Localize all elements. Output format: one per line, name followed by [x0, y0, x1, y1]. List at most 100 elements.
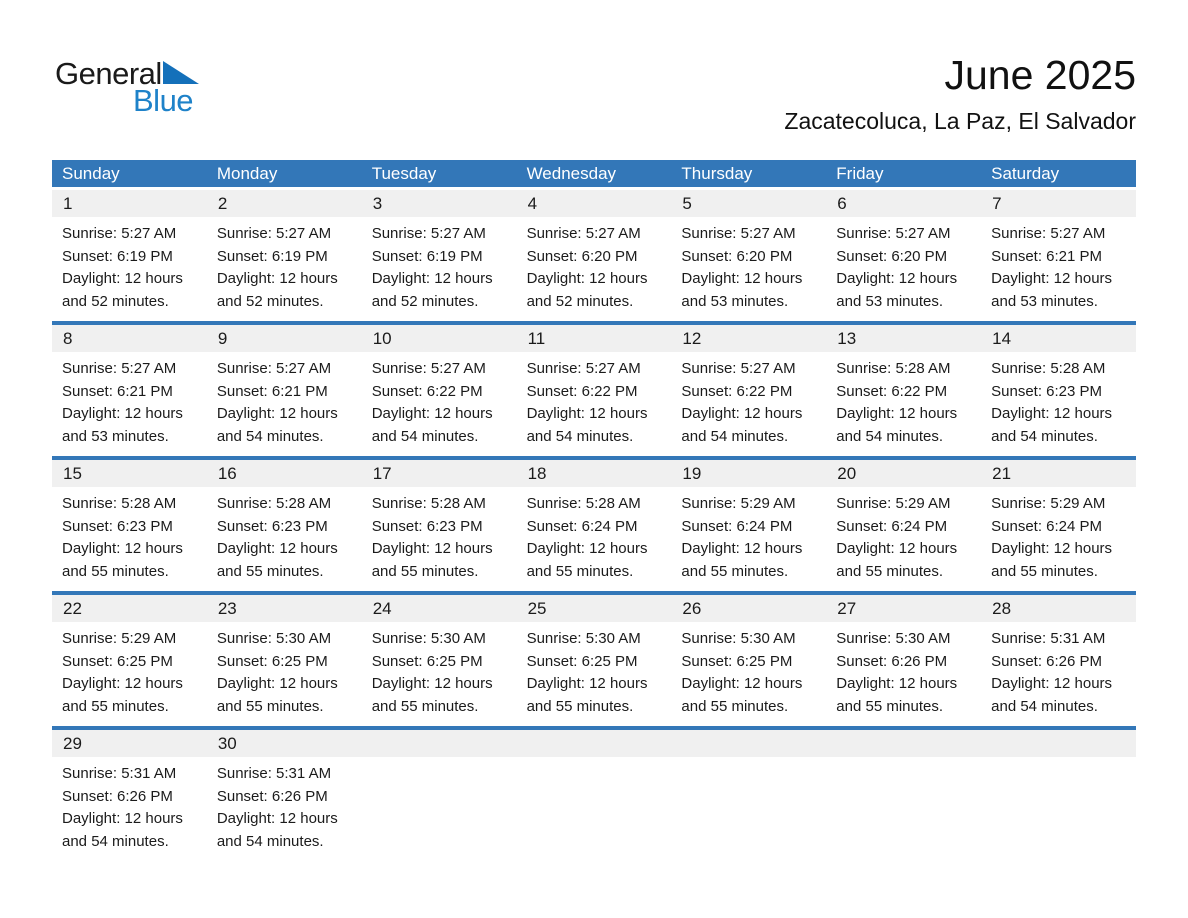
sunrise-text: Sunrise: 5:27 AM: [62, 225, 177, 242]
sunrise-text: Sunrise: 5:29 AM: [836, 495, 951, 512]
daylight-text: Daylight: 12 hours and 52 minutes.: [526, 270, 648, 310]
day-number: 21: [992, 463, 1012, 483]
day-details: Sunrise: 5:28 AM Sunset: 6:23 PM Daylight:…: [981, 352, 1136, 456]
logo-text-blue: Blue: [133, 83, 194, 118]
sunset-text: Sunset: 6:25 PM: [62, 652, 173, 670]
day-details: [981, 757, 1136, 861]
day-number-band: 4: [516, 190, 672, 217]
sunset-text: Sunset: 6:22 PM: [836, 382, 948, 400]
day-cell: 24 Sunrise: 5:30 AM Sunset: 6:25 PM Dayligh…: [361, 595, 517, 726]
daylight-text: Daylight: 12 hours and 55 minutes.: [526, 675, 648, 715]
sunrise-text: Sunrise: 5:27 AM: [216, 225, 332, 242]
daylight-text: Daylight: 12 hours and 54 minutes.: [216, 810, 338, 850]
day-number-band: 9: [206, 325, 362, 352]
sunrise-text: Sunrise: 5:31 AM: [991, 630, 1106, 647]
daylight-text: Daylight: 12 hours and 54 minutes.: [681, 405, 803, 445]
sunrise-text: Sunrise: 5:31 AM: [62, 765, 177, 782]
day-details: [517, 757, 672, 861]
day-number-band: [516, 730, 672, 757]
weekday-header-wednesday: Wednesday: [526, 163, 617, 183]
sunrise-text: Sunrise: 5:30 AM: [526, 630, 641, 647]
sunrise-text: Sunrise: 5:27 AM: [681, 360, 796, 377]
weekday-header-tuesday: Tuesday: [371, 163, 437, 183]
day-number-band: 11: [516, 325, 672, 352]
day-cell: 23 Sunrise: 5:30 AM Sunset: 6:25 PM Dayligh…: [206, 595, 362, 726]
day-cell: 8 Sunrise: 5:27 AM Sunset: 6:21 PM Daylight…: [52, 325, 207, 456]
sunset-text: Sunset: 6:26 PM: [991, 652, 1103, 670]
day-cell: 6 Sunrise: 5:27 AM Sunset: 6:20 PM Daylight…: [826, 190, 982, 321]
sunrise-text: Sunrise: 5:29 AM: [991, 495, 1106, 512]
daylight-text: Daylight: 12 hours and 55 minutes.: [371, 540, 493, 580]
day-number: 3: [372, 193, 383, 213]
weekday-header-thursday: Thursday: [681, 163, 753, 183]
day-cell: 2 Sunrise: 5:27 AM Sunset: 6:19 PM Daylight…: [206, 190, 362, 321]
week-row: 22 Sunrise: 5:29 AM Sunset: 6:25 PM Dayligh…: [52, 591, 1136, 726]
day-details: Sunrise: 5:29 AM Sunset: 6:25 PM Daylight:…: [52, 622, 207, 726]
day-cell: 5 Sunrise: 5:27 AM Sunset: 6:20 PM Daylight…: [671, 190, 827, 321]
day-number-band: 22: [52, 595, 207, 622]
day-details: Sunrise: 5:27 AM Sunset: 6:20 PM Daylight:…: [826, 217, 981, 321]
location-subtitle: Zacatecoluca, La Paz, El Salvador: [784, 108, 1136, 134]
day-number-band: [361, 730, 517, 757]
day-cell: 9 Sunrise: 5:27 AM Sunset: 6:21 PM Daylight…: [206, 325, 362, 456]
day-number-band: [671, 730, 827, 757]
day-number-band: 26: [671, 595, 827, 622]
daylight-text: Daylight: 12 hours and 52 minutes.: [216, 270, 338, 310]
daylight-text: Daylight: 12 hours and 54 minutes.: [371, 405, 493, 445]
daylight-text: Daylight: 12 hours and 53 minutes.: [681, 270, 803, 310]
day-details: Sunrise: 5:30 AM Sunset: 6:25 PM Daylight:…: [362, 622, 517, 726]
day-details: Sunrise: 5:27 AM Sunset: 6:20 PM Daylight:…: [517, 217, 672, 321]
day-details: Sunrise: 5:31 AM Sunset: 6:26 PM Daylight:…: [52, 757, 207, 861]
sunrise-text: Sunrise: 5:27 AM: [836, 225, 951, 242]
empty-day-cell: [361, 730, 517, 861]
sunset-text: Sunset: 6:23 PM: [216, 517, 328, 535]
sunset-text: Sunset: 6:19 PM: [371, 247, 483, 265]
day-number: 27: [837, 598, 857, 618]
day-cell: 22 Sunrise: 5:29 AM Sunset: 6:25 PM Dayligh…: [52, 595, 207, 726]
day-number: 26: [682, 598, 702, 618]
weekday-header-row: Sunday Monday Tuesday Wednesday Thursday…: [52, 160, 1136, 187]
day-number-band: 15: [52, 460, 207, 487]
daylight-text: Daylight: 12 hours and 55 minutes.: [681, 675, 803, 715]
day-number: 12: [682, 328, 702, 348]
day-number-band: 17: [361, 460, 517, 487]
day-number-band: 7: [981, 190, 1136, 217]
day-details: Sunrise: 5:30 AM Sunset: 6:25 PM Daylight:…: [207, 622, 362, 726]
day-number-band: 25: [516, 595, 672, 622]
sunset-text: Sunset: 6:20 PM: [681, 247, 793, 265]
day-number-band: 13: [826, 325, 982, 352]
sunset-text: Sunset: 6:19 PM: [216, 247, 328, 265]
sunset-text: Sunset: 6:22 PM: [526, 382, 638, 400]
day-number: 29: [63, 733, 82, 753]
day-number: 1: [63, 193, 73, 213]
sunrise-text: Sunrise: 5:28 AM: [526, 495, 641, 512]
header-titles: June 2025 Zacatecoluca, La Paz, El Salva…: [784, 52, 1136, 135]
day-number-band: [826, 730, 982, 757]
day-cell: 29 Sunrise: 5:31 AM Sunset: 6:26 PM Dayligh…: [52, 730, 207, 861]
day-cell: 19 Sunrise: 5:29 AM Sunset: 6:24 PM Dayligh…: [671, 460, 827, 591]
day-number-band: 10: [361, 325, 517, 352]
day-number: 18: [527, 463, 547, 483]
sunset-text: Sunset: 6:23 PM: [991, 382, 1103, 400]
sunrise-text: Sunrise: 5:27 AM: [216, 360, 332, 377]
logo-text-general: General: [55, 56, 162, 91]
empty-day-cell: [826, 730, 982, 861]
sunset-text: Sunset: 6:25 PM: [681, 652, 793, 670]
day-cell: 26 Sunrise: 5:30 AM Sunset: 6:25 PM Dayligh…: [671, 595, 827, 726]
week-row: 29 Sunrise: 5:31 AM Sunset: 6:26 PM Dayligh…: [52, 726, 1136, 861]
day-cell: 15 Sunrise: 5:28 AM Sunset: 6:23 PM Dayligh…: [52, 460, 207, 591]
day-number: 2: [217, 193, 228, 213]
day-cell: 27 Sunrise: 5:30 AM Sunset: 6:26 PM Dayligh…: [826, 595, 982, 726]
day-cell: 11 Sunrise: 5:27 AM Sunset: 6:22 PM Dayligh…: [516, 325, 672, 456]
sunrise-text: Sunrise: 5:28 AM: [991, 360, 1106, 377]
daylight-text: Daylight: 12 hours and 55 minutes.: [991, 540, 1113, 580]
sunrise-text: Sunrise: 5:30 AM: [371, 630, 486, 647]
weekday-header-saturday: Saturday: [991, 163, 1060, 183]
logo-triangle-icon: [162, 61, 199, 84]
day-cell: 10 Sunrise: 5:27 AM Sunset: 6:22 PM Dayligh…: [361, 325, 517, 456]
day-details: [362, 757, 517, 861]
week-row: 15 Sunrise: 5:28 AM Sunset: 6:23 PM Dayligh…: [52, 456, 1136, 591]
day-number: 17: [372, 463, 392, 483]
daylight-text: Daylight: 12 hours and 52 minutes.: [371, 270, 493, 310]
sunrise-text: Sunrise: 5:28 AM: [836, 360, 951, 377]
